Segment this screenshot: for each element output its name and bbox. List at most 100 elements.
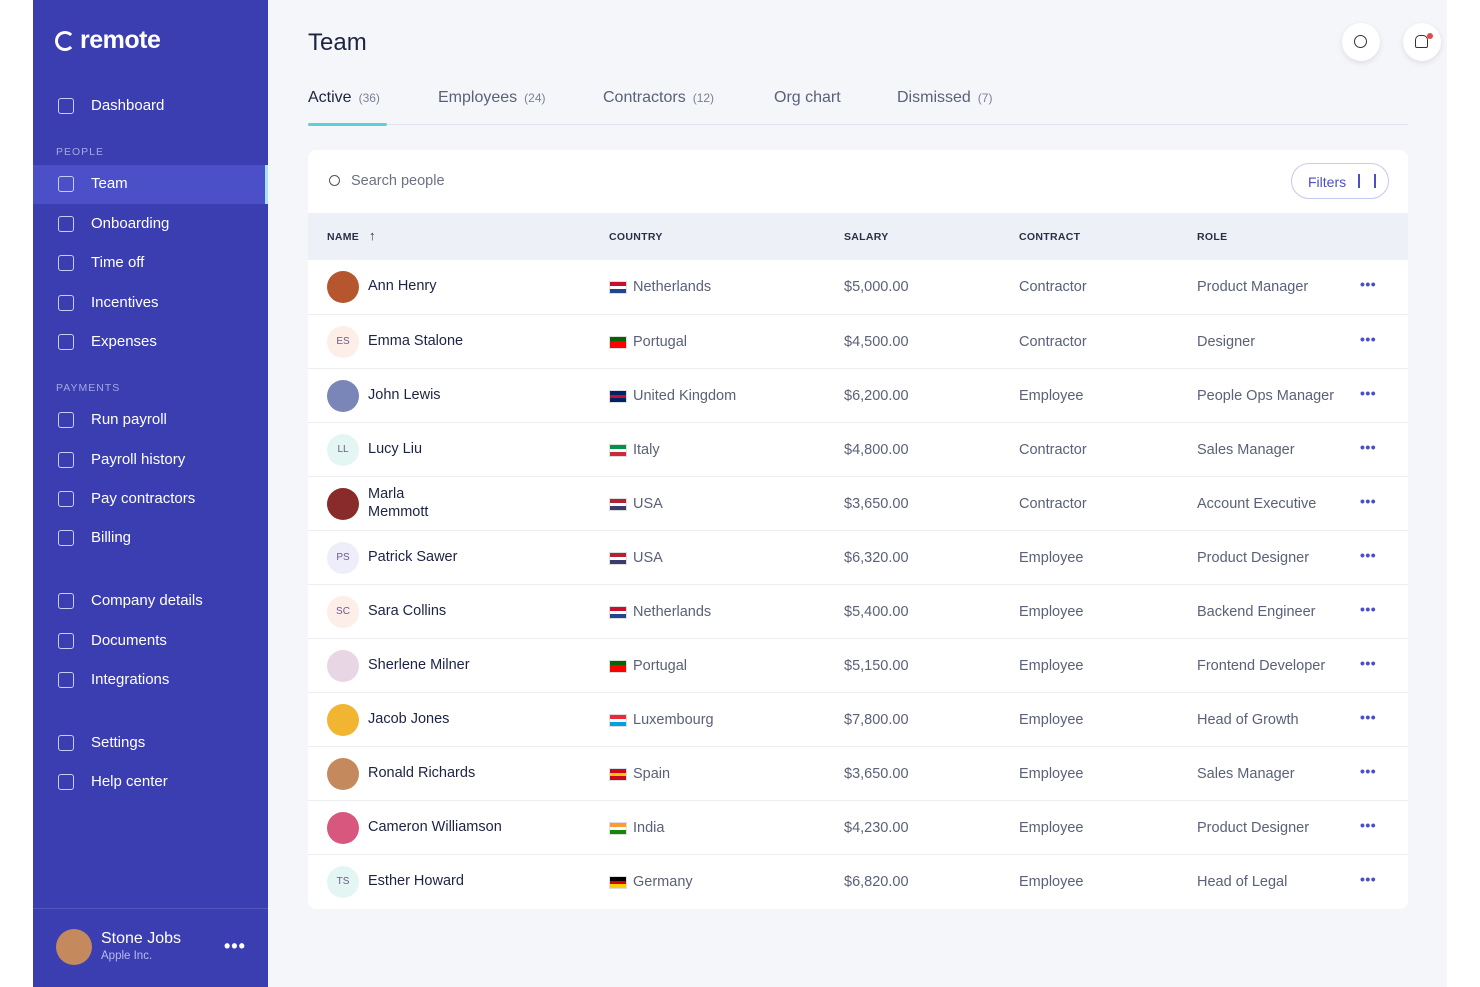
table-row[interactable]: John Lewis United Kingdom $6,200.00 Employe…	[308, 368, 1408, 423]
notifications-button[interactable]	[1403, 23, 1441, 61]
person-name: Lucy Liu	[368, 441, 423, 457]
tab[interactable]: Active (36)	[308, 89, 380, 107]
flag	[609, 606, 627, 619]
nav-item[interactable]: Settings	[91, 734, 146, 751]
row-menu[interactable]: •••	[1360, 439, 1377, 455]
nav-item[interactable]: Documents	[91, 632, 167, 649]
row-menu[interactable]: •••	[1360, 763, 1377, 779]
row-menu[interactable]: •••	[1360, 276, 1377, 292]
avatar	[327, 758, 359, 790]
table-row[interactable]: SC Sara Collins Netherlands $5,400.00 Employ…	[308, 584, 1408, 639]
contract: Contractor	[1019, 334, 1087, 350]
nav-item[interactable]: Run payroll	[91, 411, 167, 428]
row-menu[interactable]: •••	[1360, 709, 1377, 725]
nav-icon	[58, 176, 74, 192]
salary: $6,200.00	[844, 388, 909, 404]
nav-item[interactable]: Pay contractors	[91, 490, 196, 507]
contract: Employee	[1019, 550, 1084, 566]
tab[interactable]: Dismissed (7)	[897, 89, 992, 107]
nav-item[interactable]: Incentives	[91, 294, 159, 311]
role: Designer	[1197, 334, 1256, 350]
flag-stripe	[610, 826, 626, 831]
person-name: Ronald Richards	[368, 765, 476, 781]
role: Sales Manager	[1197, 766, 1295, 782]
table-card: Search people Filters NAME COUNTRY SALARY CON…	[308, 150, 1408, 909]
country: Luxembourg	[633, 712, 714, 728]
flag-stripe	[610, 394, 626, 399]
table-row[interactable]: Jacob Jones Luxembourg $7,800.00 Employee He…	[308, 692, 1408, 747]
salary: $6,820.00	[844, 874, 909, 890]
flag-stripe	[610, 289, 626, 294]
nav-item[interactable]: Onboarding	[91, 215, 170, 232]
flag-stripe	[610, 776, 626, 781]
table-row[interactable]: Sherlene Milner Portugal $5,150.00 Employee…	[308, 638, 1408, 693]
tab[interactable]: Employees (24)	[438, 89, 546, 107]
user-name: Stone Jobs	[101, 930, 182, 947]
flag-stripe	[610, 877, 626, 881]
icon	[1415, 35, 1428, 48]
salary: $3,650.00	[844, 496, 909, 512]
contract: Employee	[1019, 658, 1084, 674]
flag	[609, 660, 627, 673]
section-title: PEOPLE	[56, 146, 105, 158]
active-edge	[265, 165, 268, 204]
flag-stripe	[610, 880, 626, 885]
table-row[interactable]: LL Lucy Liu Italy $4,800.00 Contractor Sales …	[308, 422, 1408, 477]
active-bg	[33, 165, 265, 204]
row-menu[interactable]: •••	[1360, 817, 1377, 833]
row-menu[interactable]: •••	[1360, 871, 1377, 887]
nav-item[interactable]: Dashboard	[91, 97, 165, 114]
nav-item[interactable]: Billing	[91, 529, 132, 546]
row-menu[interactable]: •••	[1360, 331, 1377, 347]
flag-stripe	[610, 722, 626, 727]
person-name: Sara Collins	[368, 603, 447, 619]
table-row[interactable]: Cameron Williamson India $4,230.00 Employee…	[308, 800, 1408, 855]
flag-stripe	[610, 340, 626, 345]
person-name: Emma Stalone	[368, 333, 464, 349]
nav-item[interactable]: Help center	[91, 773, 168, 790]
nav-item[interactable]: Team	[91, 175, 128, 192]
person-name: Cameron Williamson	[368, 819, 502, 835]
flag-stripe	[610, 391, 626, 395]
role: Frontend Developer	[1197, 658, 1326, 674]
filters-button[interactable]: Filters	[1291, 163, 1389, 199]
nav-item[interactable]: Payroll history	[91, 451, 186, 468]
table-row[interactable]: Marla Memmott USA $3,650.00 Contractor Accou…	[308, 476, 1408, 531]
salary: $4,230.00	[844, 820, 909, 836]
row-menu[interactable]: •••	[1360, 547, 1377, 563]
nav-icon	[58, 98, 74, 114]
avatar: PS	[327, 542, 359, 574]
country: Spain	[633, 766, 671, 782]
table-row[interactable]: Ronald Richards Spain $3,650.00 Employee Sal…	[308, 746, 1408, 801]
tab-count: (12)	[692, 91, 715, 105]
tab[interactable]: Org chart	[774, 89, 841, 107]
table-row[interactable]: ES Emma Stalone Portugal $4,500.00 Contracto…	[308, 314, 1408, 369]
nav-item[interactable]: Time off	[91, 254, 145, 271]
search-button[interactable]	[1342, 23, 1380, 61]
avatar: SC	[327, 596, 359, 628]
table-row[interactable]: TS Esther Howard Germany $6,820.00 Employee H…	[308, 854, 1408, 909]
user-menu[interactable]: •••	[224, 936, 246, 956]
flag-stripe	[610, 344, 626, 349]
flag	[609, 552, 627, 565]
table-row[interactable]: Ann Henry Netherlands $5,000.00 Contractor P…	[308, 260, 1408, 314]
country: Italy	[633, 442, 660, 458]
salary: $4,500.00	[844, 334, 909, 350]
nav-item[interactable]: Expenses	[91, 333, 157, 350]
nav-item[interactable]: Integrations	[91, 671, 170, 688]
flag-stripe	[610, 607, 626, 611]
row-menu[interactable]: •••	[1360, 385, 1377, 401]
user-company: Apple Inc.	[101, 950, 153, 962]
nav-item[interactable]: Company details	[91, 592, 203, 609]
row-menu[interactable]: •••	[1360, 655, 1377, 671]
row-menu[interactable]: •••	[1360, 493, 1377, 509]
salary: $3,650.00	[844, 766, 909, 782]
table-row[interactable]: PS Patrick Sawer USA $6,320.00 Employee Produ…	[308, 530, 1408, 585]
search-input[interactable]: Search people	[351, 173, 445, 189]
avatar: LL	[327, 434, 359, 466]
person-name: Sherlene Milner	[368, 657, 470, 673]
tab[interactable]: Contractors (12)	[603, 89, 714, 107]
column-header[interactable]: NAME	[327, 231, 360, 243]
row-menu[interactable]: •••	[1360, 601, 1377, 617]
flag-stripe	[610, 610, 626, 615]
